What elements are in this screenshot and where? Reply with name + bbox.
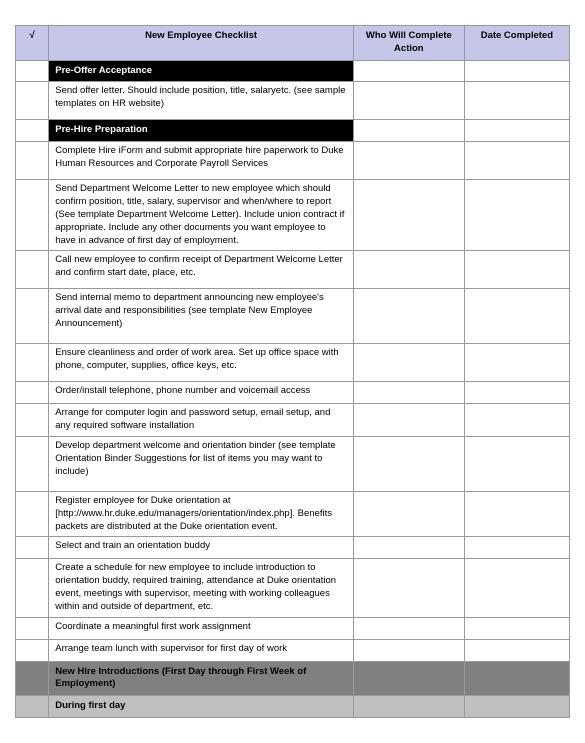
check-cell[interactable] [16, 639, 49, 661]
check-cell[interactable] [16, 251, 49, 289]
header-who: Who Will Complete Action [353, 26, 464, 61]
section-during-first-day: During first day [16, 696, 570, 718]
header-task: New Employee Checklist [49, 26, 354, 61]
who-cell[interactable] [353, 404, 464, 437]
header-row: √ New Employee Checklist Who Will Comple… [16, 26, 570, 61]
table-row: Send internal memo to department announc… [16, 289, 570, 344]
date-cell[interactable] [464, 404, 569, 437]
date-cell[interactable] [464, 344, 569, 382]
employee-checklist-table: √ New Employee Checklist Who Will Comple… [15, 25, 570, 718]
check-cell[interactable] [16, 382, 49, 404]
who-cell[interactable] [353, 617, 464, 639]
section-label: Pre-Offer Acceptance [49, 60, 354, 82]
task-cell: Arrange team lunch with supervisor for f… [49, 639, 354, 661]
who-cell[interactable] [353, 251, 464, 289]
who-cell[interactable] [353, 82, 464, 120]
table-row: Create a schedule for new employee to in… [16, 559, 570, 617]
date-cell[interactable] [464, 82, 569, 120]
check-cell[interactable] [16, 82, 49, 120]
date-cell[interactable] [464, 142, 569, 180]
table-row: Register employee for Duke orientation a… [16, 491, 570, 536]
table-row: Send offer letter. Should include positi… [16, 82, 570, 120]
table-row: Ensure cleanliness and order of work are… [16, 344, 570, 382]
task-cell: Complete Hire iForm and submit appropria… [49, 142, 354, 180]
who-cell[interactable] [353, 142, 464, 180]
task-cell: Send offer letter. Should include positi… [49, 82, 354, 120]
task-cell: Select and train an orientation buddy [49, 537, 354, 559]
task-cell: Arrange for computer login and password … [49, 404, 354, 437]
task-cell: Send Department Welcome Letter to new em… [49, 180, 354, 251]
table-row: Complete Hire iForm and submit appropria… [16, 142, 570, 180]
date-cell[interactable] [464, 639, 569, 661]
task-cell: Send internal memo to department announc… [49, 289, 354, 344]
table-row: Call new employee to confirm receipt of … [16, 251, 570, 289]
task-cell: Order/install telephone, phone number an… [49, 382, 354, 404]
check-cell[interactable] [16, 142, 49, 180]
section-new-hire-intro: New Hire Introductions (First Day throug… [16, 661, 570, 696]
who-cell[interactable] [353, 639, 464, 661]
check-cell[interactable] [16, 491, 49, 536]
section-label: During first day [49, 696, 354, 718]
check-cell[interactable] [16, 436, 49, 491]
date-cell[interactable] [464, 382, 569, 404]
section-label: New Hire Introductions (First Day throug… [49, 661, 354, 696]
date-cell[interactable] [464, 251, 569, 289]
header-check: √ [16, 26, 49, 61]
task-cell: Call new employee to confirm receipt of … [49, 251, 354, 289]
task-cell: Create a schedule for new employee to in… [49, 559, 354, 617]
check-cell[interactable] [16, 537, 49, 559]
task-cell: Develop department welcome and orientati… [49, 436, 354, 491]
check-cell[interactable] [16, 344, 49, 382]
task-cell: Register employee for Duke orientation a… [49, 491, 354, 536]
table-row: Select and train an orientation buddy [16, 537, 570, 559]
who-cell[interactable] [353, 382, 464, 404]
date-cell[interactable] [464, 436, 569, 491]
who-cell[interactable] [353, 180, 464, 251]
header-date: Date Completed [464, 26, 569, 61]
who-cell[interactable] [353, 537, 464, 559]
date-cell[interactable] [464, 289, 569, 344]
table-row: Send Department Welcome Letter to new em… [16, 180, 570, 251]
section-pre-offer: Pre-Offer Acceptance [16, 60, 570, 82]
date-cell[interactable] [464, 559, 569, 617]
who-cell[interactable] [353, 559, 464, 617]
date-cell[interactable] [464, 537, 569, 559]
task-cell: Ensure cleanliness and order of work are… [49, 344, 354, 382]
table-row: Order/install telephone, phone number an… [16, 382, 570, 404]
table-row: Coordinate a meaningful first work assig… [16, 617, 570, 639]
table-row: Arrange for computer login and password … [16, 404, 570, 437]
who-cell[interactable] [353, 436, 464, 491]
section-pre-hire: Pre-Hire Preparation [16, 120, 570, 142]
who-cell[interactable] [353, 289, 464, 344]
table-row: Develop department welcome and orientati… [16, 436, 570, 491]
check-cell[interactable] [16, 289, 49, 344]
who-cell[interactable] [353, 344, 464, 382]
check-cell[interactable] [16, 404, 49, 437]
check-cell[interactable] [16, 180, 49, 251]
table-row: Arrange team lunch with supervisor for f… [16, 639, 570, 661]
date-cell[interactable] [464, 491, 569, 536]
date-cell[interactable] [464, 617, 569, 639]
check-cell[interactable] [16, 617, 49, 639]
section-label: Pre-Hire Preparation [49, 120, 354, 142]
check-cell[interactable] [16, 559, 49, 617]
task-cell: Coordinate a meaningful first work assig… [49, 617, 354, 639]
who-cell[interactable] [353, 491, 464, 536]
date-cell[interactable] [464, 180, 569, 251]
